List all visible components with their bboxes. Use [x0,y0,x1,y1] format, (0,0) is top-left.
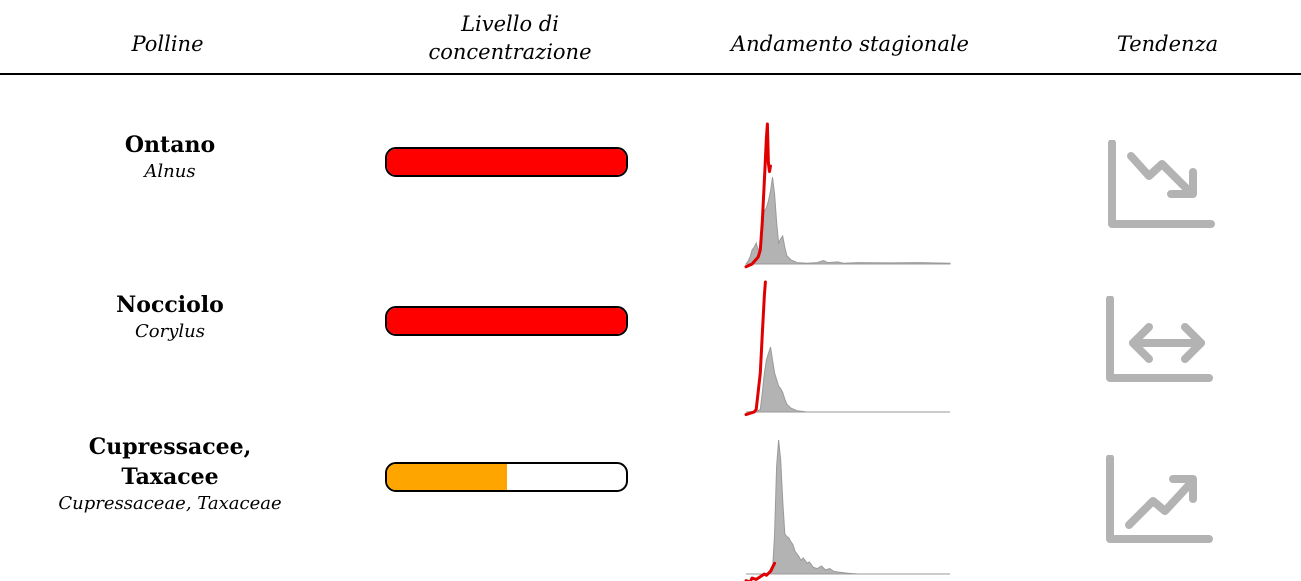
pollen-latin-name: Corylus [135,321,205,342]
seasonal-chart-ontano [744,122,951,269]
pollen-name-cupressacee: Cupressacee, Taxacee Cupressaceae, Taxac… [0,432,340,516]
current-season-line [744,280,767,417]
current-season-line [744,561,777,581]
column-header-livello-line2: concentrazione [428,40,592,64]
pollen-name-ontano: Ontano Alnus [0,130,340,184]
pollen-latin-name: Alnus [144,161,196,182]
column-header-livello: Livello di concentrazione [390,10,630,66]
trending-flat-icon [1106,296,1213,382]
concentration-fill [387,308,626,334]
column-header-polline: Polline [131,32,204,56]
concentration-bar-nocciolo [385,306,628,336]
pollen-common-name: Nocciolo [116,292,224,318]
concentration-bar-cupressacee [385,462,628,492]
column-header-andamento: Andamento stagionale [730,32,969,56]
pollen-name-nocciolo: Nocciolo Corylus [0,290,340,344]
seasonal-chart-cupressacee [744,439,950,581]
header-rule [0,73,1301,75]
seasonal-chart-nocciolo [744,280,950,417]
concentration-bar-ontano [385,147,628,177]
season-area [745,346,950,413]
concentration-fill [387,464,507,490]
trending-up-icon [1106,455,1213,543]
current-season-line [744,122,772,269]
pollen-latin-name: Cupressaceae, Taxaceae [58,493,282,514]
column-header-tendenza: Tendenza [1116,32,1219,56]
pollen-common-name: Ontano [124,132,216,158]
season-area [745,177,951,265]
column-header-livello-line1: Livello di [461,12,559,36]
pollen-common-name: Taxacee [121,464,219,490]
season-area [746,439,950,575]
concentration-fill [387,149,626,175]
pollen-common-name: Cupressacee, [88,434,252,460]
trending-down-icon [1108,140,1215,228]
